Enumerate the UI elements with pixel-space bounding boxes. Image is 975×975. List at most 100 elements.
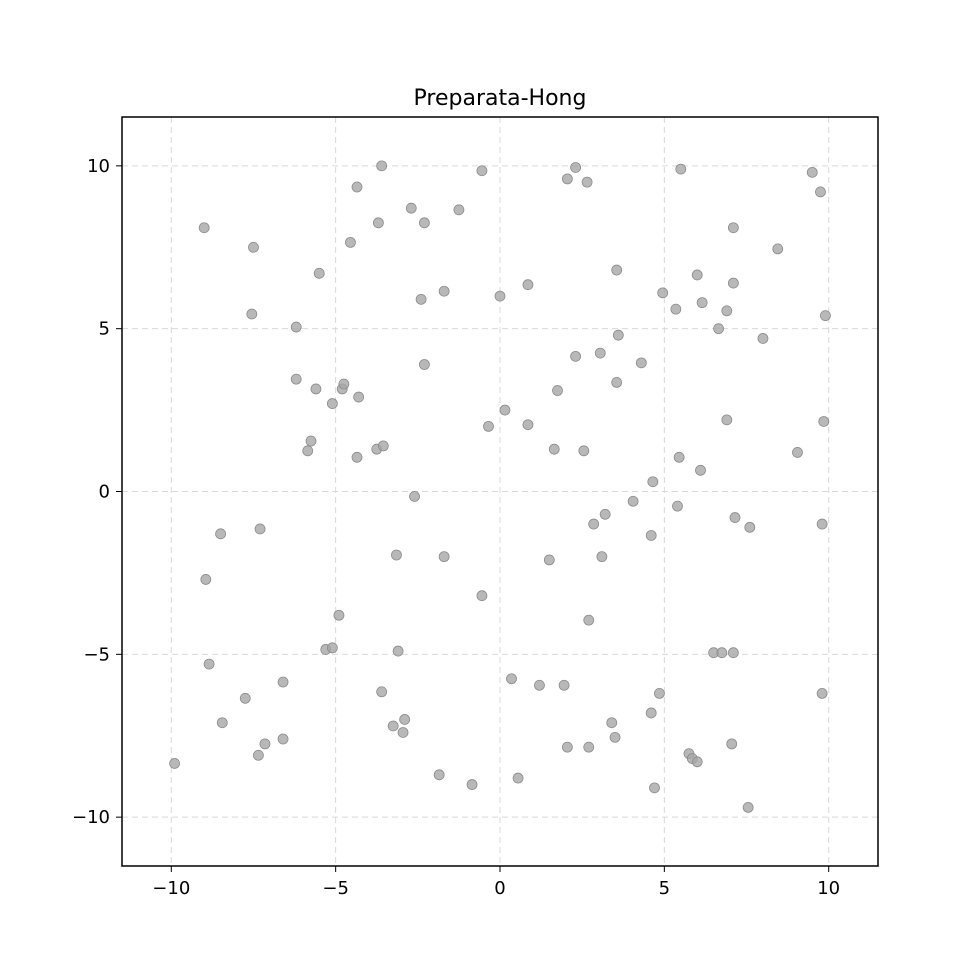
data-point-37 <box>392 645 404 657</box>
data-point-72 <box>583 614 595 626</box>
data-point-18 <box>338 378 350 390</box>
data-point-98 <box>612 329 624 341</box>
y-tick-label-3: 5 <box>99 319 110 340</box>
data-point-97 <box>594 347 606 359</box>
data-point-29 <box>254 523 266 535</box>
data-point-54 <box>534 679 545 691</box>
data-point-27 <box>409 490 420 502</box>
data-point-7 <box>345 236 356 248</box>
data-point-28 <box>215 528 227 540</box>
data-point-65 <box>691 756 703 768</box>
data-point-79 <box>647 476 659 488</box>
x-tick-label-0: −10 <box>152 878 190 899</box>
data-point-70 <box>716 647 728 659</box>
data-point-119 <box>815 186 826 198</box>
data-point-56 <box>561 741 573 753</box>
data-point-10 <box>418 217 430 229</box>
data-point-75 <box>588 518 600 530</box>
data-point-32 <box>438 551 450 563</box>
data-point-114 <box>561 173 573 185</box>
y-axis-ticks: −10 −5 0 5 10 <box>72 156 122 828</box>
data-point-30 <box>200 574 212 585</box>
data-point-92 <box>499 404 511 416</box>
data-point-45 <box>253 749 264 761</box>
data-point-76 <box>599 508 611 520</box>
data-point-6 <box>376 160 388 172</box>
data-point-4 <box>290 321 302 333</box>
data-point-52 <box>512 772 524 784</box>
data-point-78 <box>645 530 657 541</box>
data-point-15 <box>290 373 302 385</box>
data-point-80 <box>672 500 683 512</box>
data-point-60 <box>645 707 657 719</box>
data-point-109 <box>494 290 506 302</box>
data-point-61 <box>654 688 665 699</box>
data-point-0 <box>198 222 210 234</box>
data-point-34 <box>333 609 345 621</box>
data-point-42 <box>216 717 228 729</box>
x-tick-label-2: 0 <box>494 878 505 899</box>
data-point-116 <box>581 176 593 188</box>
data-point-81 <box>673 451 685 463</box>
data-point-49 <box>169 758 180 769</box>
data-point-41 <box>376 686 388 698</box>
data-point-8 <box>372 217 384 229</box>
data-point-112 <box>727 222 739 234</box>
data-point-103 <box>713 323 724 335</box>
data-point-100 <box>670 303 682 315</box>
data-point-40 <box>239 692 251 704</box>
y-tick-label-4: 10 <box>87 156 110 177</box>
data-point-58 <box>606 717 618 729</box>
data-point-20 <box>326 398 338 409</box>
data-point-59 <box>609 731 621 743</box>
y-tick-label-1: −5 <box>83 644 110 665</box>
data-point-108 <box>522 279 534 291</box>
data-point-106 <box>691 269 703 281</box>
data-point-43 <box>259 738 271 750</box>
data-point-82 <box>695 464 706 476</box>
data-point-74 <box>596 551 608 563</box>
data-point-105 <box>727 277 739 289</box>
data-point-33 <box>476 590 488 602</box>
data-point-5 <box>351 181 363 193</box>
data-point-3 <box>313 267 325 279</box>
data-point-51 <box>466 779 478 790</box>
chart-title: Preparata-Hong <box>414 86 587 111</box>
data-point-83 <box>729 512 741 523</box>
data-point-96 <box>570 350 581 362</box>
data-point-91 <box>522 419 534 431</box>
data-point-68 <box>816 688 828 699</box>
data-point-67 <box>742 801 754 813</box>
data-point-101 <box>657 287 669 299</box>
data-point-95 <box>611 377 623 388</box>
data-point-111 <box>820 310 831 322</box>
x-tick-label-4: 10 <box>817 878 840 899</box>
data-point-90 <box>548 443 560 455</box>
data-point-23 <box>302 445 314 457</box>
data-point-38 <box>203 658 215 670</box>
data-point-73 <box>543 554 555 566</box>
data-point-44 <box>277 733 289 745</box>
data-point-85 <box>816 518 828 530</box>
data-point-57 <box>583 741 595 753</box>
data-point-50 <box>433 769 445 781</box>
data-point-39 <box>277 676 289 688</box>
data-point-66 <box>726 738 738 750</box>
data-point-86 <box>792 447 803 458</box>
data-point-115 <box>570 162 581 173</box>
data-point-26 <box>351 451 363 463</box>
data-point-107 <box>611 264 623 276</box>
data-point-36 <box>326 642 338 654</box>
data-point-93 <box>483 420 494 432</box>
data-point-102 <box>696 297 708 309</box>
data-point-1 <box>248 241 259 253</box>
data-point-53 <box>506 673 517 685</box>
data-point-25 <box>377 440 389 452</box>
data-point-46 <box>387 720 399 732</box>
data-point-118 <box>806 166 818 178</box>
data-point-11 <box>453 204 465 216</box>
x-tick-label-3: 5 <box>659 878 670 899</box>
data-point-77 <box>627 495 639 507</box>
grid-lines <box>122 117 878 866</box>
